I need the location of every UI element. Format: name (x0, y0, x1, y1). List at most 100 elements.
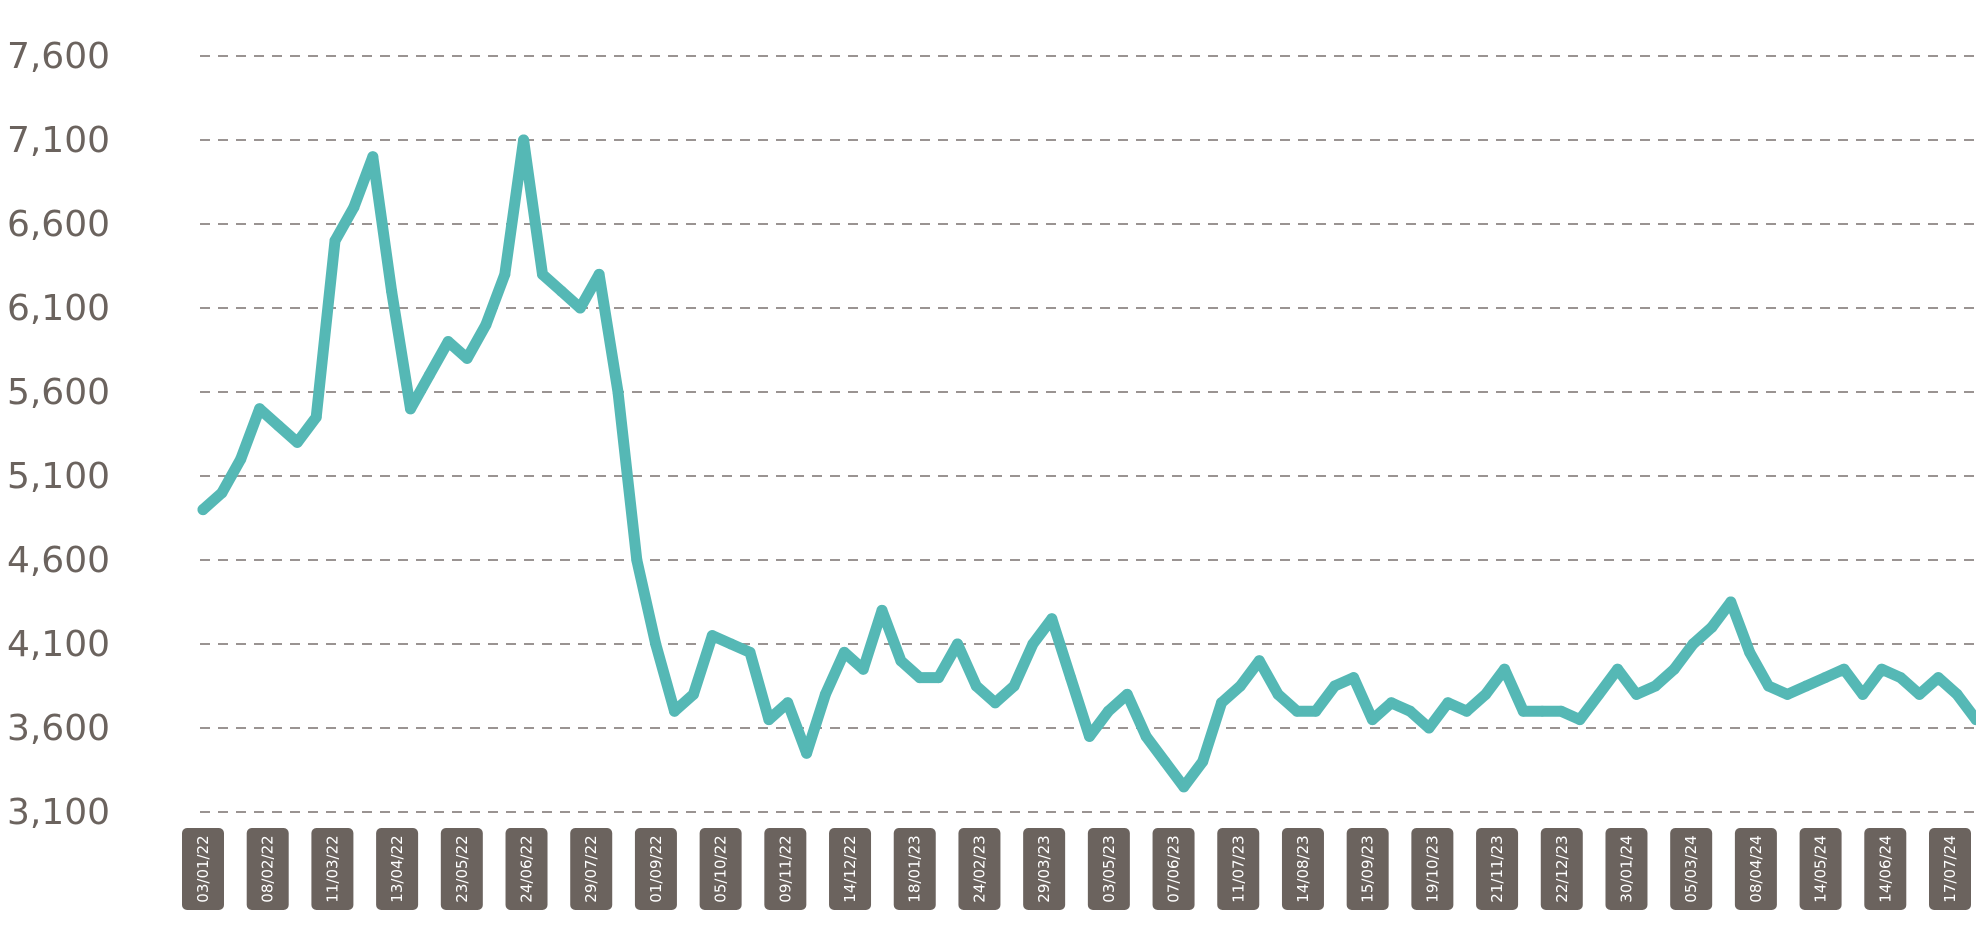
data-point (1499, 664, 1510, 675)
data-point (273, 420, 284, 431)
x-tick-label: 17/07/24 (1941, 835, 1959, 902)
x-tick-label: 01/09/22 (647, 835, 665, 902)
data-point (1442, 697, 1453, 708)
data-point (1424, 723, 1435, 734)
data-point (1537, 706, 1548, 717)
x-tick-label: 14/06/24 (1876, 835, 1894, 902)
data-point (1801, 681, 1812, 692)
data-point (1159, 756, 1170, 767)
data-point (613, 387, 624, 398)
y-tick-label: 5,100 (7, 456, 110, 497)
data-point (707, 630, 718, 641)
data-point (1122, 689, 1133, 700)
data-point (971, 681, 982, 692)
x-tick-label: 18/01/23 (906, 835, 924, 902)
data-point (235, 454, 246, 465)
data-point (763, 714, 774, 725)
data-point (1857, 689, 1868, 700)
data-point (1178, 781, 1189, 792)
data-point (933, 672, 944, 683)
y-tick-label: 6,100 (7, 288, 110, 329)
data-point (348, 202, 359, 213)
data-point (1461, 706, 1472, 717)
y-tick-label: 6,600 (7, 204, 110, 245)
series-layer (198, 135, 1976, 793)
data-point (895, 655, 906, 666)
data-point (556, 286, 567, 297)
x-tick-label: 29/07/22 (582, 835, 600, 902)
data-point (1631, 689, 1642, 700)
x-tick-label: 24/02/23 (970, 835, 988, 902)
data-point (424, 370, 435, 381)
data-point (1216, 697, 1227, 708)
data-point (1367, 714, 1378, 725)
data-point (367, 151, 378, 162)
y-tick-label: 7,100 (7, 120, 110, 161)
x-tick-label: 29/03/23 (1035, 835, 1053, 902)
data-point (330, 235, 341, 246)
x-tick-label: 24/06/22 (518, 835, 536, 902)
data-point (1820, 672, 1831, 683)
data-point (386, 286, 397, 297)
data-point (1839, 664, 1850, 675)
x-tick-label: 08/02/22 (259, 835, 277, 902)
data-point (1329, 681, 1340, 692)
x-tick-label: 30/01/24 (1617, 835, 1635, 902)
data-point (405, 403, 416, 414)
data-point (518, 135, 529, 146)
data-point (1725, 597, 1736, 608)
x-tick-label: 14/12/22 (841, 835, 859, 902)
data-point (311, 412, 322, 423)
data-point (216, 487, 227, 498)
data-point (650, 639, 661, 650)
data-point (669, 706, 680, 717)
data-point (1103, 706, 1114, 717)
x-tick-label: 05/03/24 (1682, 835, 1700, 902)
data-point (1744, 647, 1755, 658)
data-point (1292, 706, 1303, 717)
data-point (1612, 664, 1623, 675)
data-point (1933, 672, 1944, 683)
data-point (292, 437, 303, 448)
data-point (1084, 731, 1095, 742)
x-tick-label: 14/05/24 (1812, 835, 1830, 902)
data-point (1197, 756, 1208, 767)
data-point (480, 319, 491, 330)
data-point (1914, 689, 1925, 700)
data-point (443, 336, 454, 347)
x-tick-label: 07/06/23 (1165, 835, 1183, 902)
x-tick-label: 13/04/22 (388, 835, 406, 902)
data-point (990, 697, 1001, 708)
y-tick-label: 5,600 (7, 372, 110, 413)
x-tick-label: 11/07/23 (1229, 835, 1247, 902)
data-point (462, 353, 473, 364)
data-point (1952, 689, 1963, 700)
x-tick-label: 19/10/23 (1423, 835, 1441, 902)
x-tick-label: 22/12/23 (1553, 835, 1571, 902)
data-point (726, 639, 737, 650)
y-tick-label: 4,600 (7, 540, 110, 581)
data-point (1706, 622, 1717, 633)
data-point (1650, 681, 1661, 692)
y-tick-label: 3,600 (7, 708, 110, 749)
x-tick-label: 03/05/23 (1100, 835, 1118, 902)
data-point (1782, 689, 1793, 700)
data-point (1556, 706, 1567, 717)
x-tick-label: 03/01/22 (194, 835, 212, 902)
data-point (198, 504, 209, 515)
data-point (1310, 706, 1321, 717)
series-line (203, 140, 1976, 787)
y-tick-label: 3,100 (7, 792, 110, 833)
data-point (1235, 681, 1246, 692)
data-point (1027, 639, 1038, 650)
y-tick-label: 4,100 (7, 624, 110, 665)
x-tick-label: 05/10/22 (712, 835, 730, 902)
data-point (1574, 714, 1585, 725)
data-point (1273, 689, 1284, 700)
data-point (254, 403, 265, 414)
data-point (1593, 689, 1604, 700)
data-point (1141, 731, 1152, 742)
